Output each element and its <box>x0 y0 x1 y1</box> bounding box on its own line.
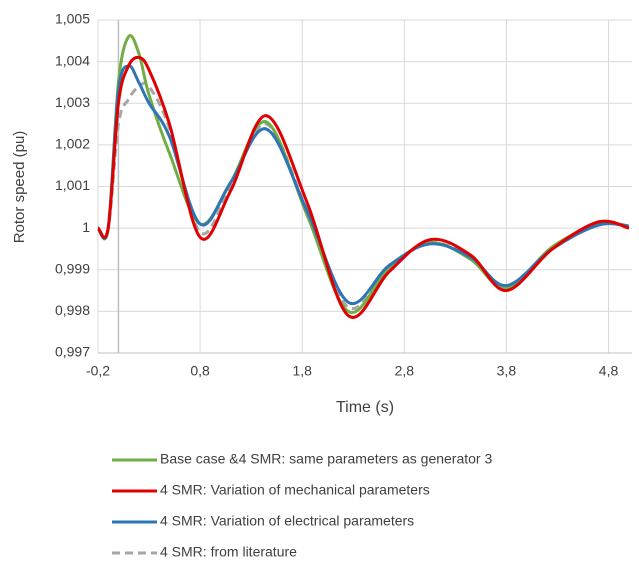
y-tick-label: 1 <box>82 219 90 235</box>
y-axis-title: Rotor speed (pu) <box>11 131 28 244</box>
y-tick-label: 1,003 <box>55 94 90 110</box>
y-tick-label: 1,004 <box>55 52 90 68</box>
x-tick-label: 2,8 <box>395 363 415 379</box>
legend-label: Base case &4 SMR: same parameters as gen… <box>160 451 492 467</box>
x-axis-title: Time (s) <box>336 399 394 416</box>
x-tick-label: 4,8 <box>599 363 619 379</box>
series-line <box>96 34 630 314</box>
legend-label: 4 SMR: from literature <box>160 544 297 560</box>
series-line <box>96 81 630 311</box>
legend-label: 4 SMR: Variation of mechanical parameter… <box>160 482 430 498</box>
series-line <box>96 64 630 306</box>
x-tick-label: -0,2 <box>86 363 110 379</box>
legend-label: 4 SMR: Variation of electrical parameter… <box>160 513 414 529</box>
y-tick-label: 0,998 <box>55 302 90 318</box>
y-tick-label: 1,005 <box>55 11 90 27</box>
y-tick-label: 0,997 <box>55 344 90 360</box>
y-tick-label: 0,999 <box>55 260 90 276</box>
x-tick-label: 1,8 <box>292 363 312 379</box>
x-tick-label: 0,8 <box>190 363 210 379</box>
y-tick-label: 1,002 <box>55 136 90 152</box>
y-tick-label: 1,001 <box>55 177 90 193</box>
series-line <box>96 55 630 319</box>
x-tick-label: 3,8 <box>497 363 517 379</box>
